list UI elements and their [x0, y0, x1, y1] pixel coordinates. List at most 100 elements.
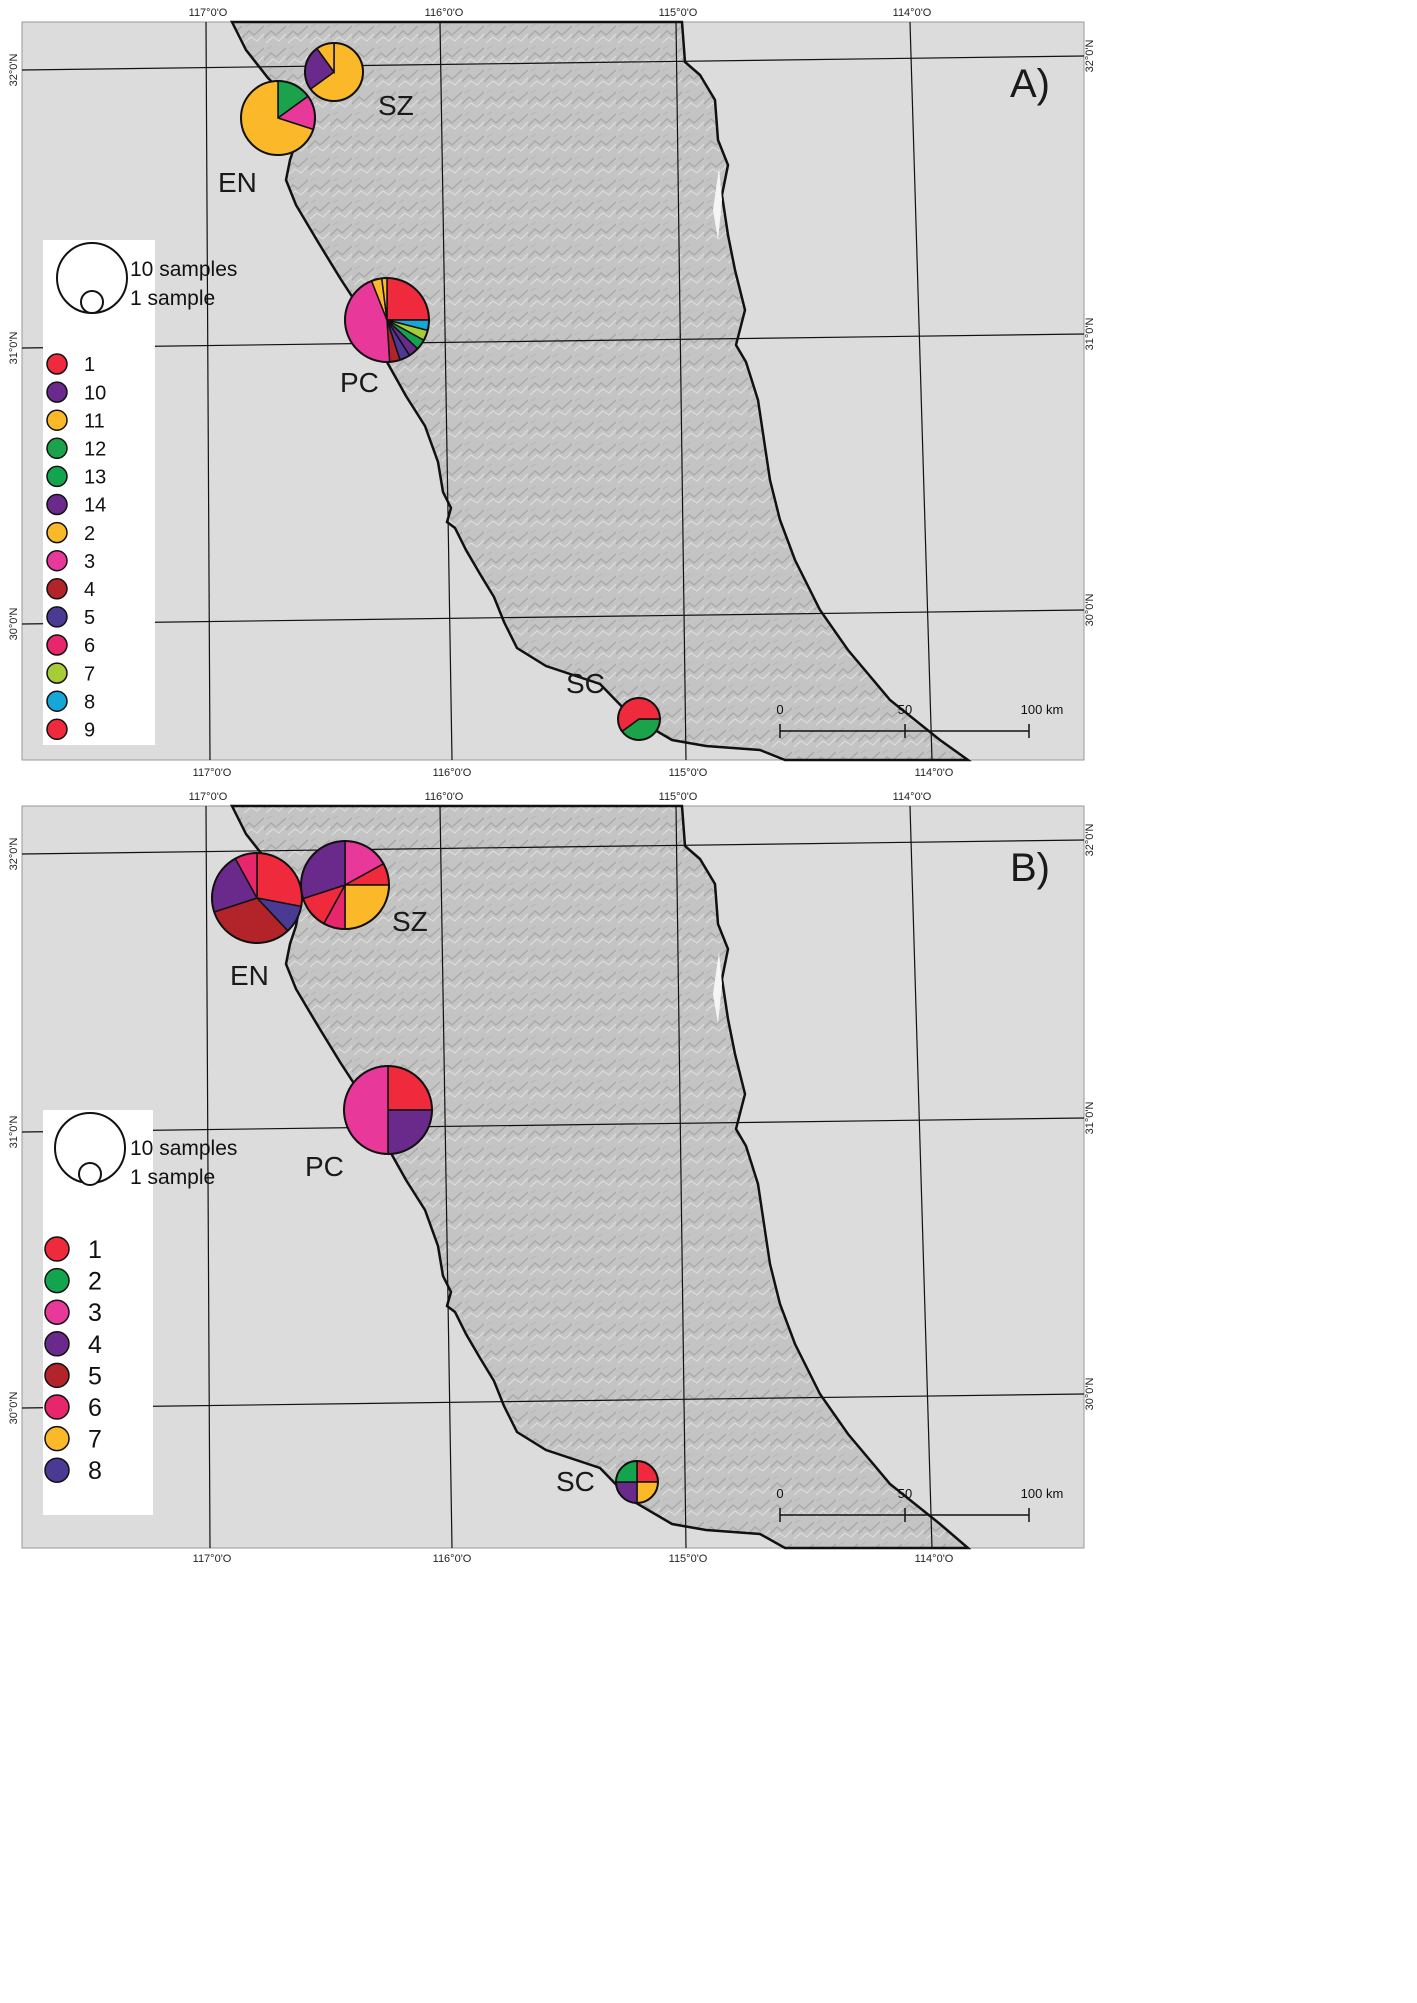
lon-label-top: 116°0'O	[425, 7, 464, 19]
legend-swatch-5	[46, 606, 68, 628]
lon-label-top: 115°0'O	[659, 7, 698, 19]
legend-label-3: 3	[84, 551, 95, 573]
island-sliver	[713, 168, 722, 240]
legend-swatch-13	[46, 465, 68, 488]
legend-swatch-4	[46, 578, 68, 600]
site-label-sc: SC	[566, 668, 605, 699]
legend-label-8: 8	[84, 691, 95, 713]
legend-swatch-9	[46, 718, 68, 741]
pie-charts	[240, 42, 661, 741]
legend-label-4: 4	[84, 579, 95, 601]
legend-swatch-2	[44, 1267, 70, 1294]
lon-label-top: 114°0'O	[893, 7, 932, 19]
panel-b: 117°0'O 116°0'O 115°0'O 114°0'O 117°0'O …	[8, 791, 1096, 1565]
lat-label-left: 30°0'N	[8, 1392, 20, 1425]
panel-label: A)	[1010, 62, 1050, 106]
legend-label-12: 12	[84, 439, 106, 461]
lat-label-right: 30°0'N	[1084, 594, 1096, 627]
legend-swatch-2	[46, 521, 68, 544]
lon-label-bottom: 114°0'O	[915, 1553, 954, 1565]
legend-label-7: 7	[88, 1426, 102, 1454]
legend-label-7: 7	[84, 663, 95, 685]
legend-label-2: 2	[88, 1268, 102, 1296]
lon-label-bottom: 114°0'O	[915, 767, 954, 779]
legend-swatch-1	[44, 1236, 70, 1262]
legend-label-1: 1	[88, 1236, 102, 1264]
legend-swatch-11	[46, 409, 68, 431]
lat-label-right: 31°0'N	[1084, 1102, 1096, 1135]
haplotype-legend: 1 2 3 4 5 6 7 8	[44, 1236, 102, 1485]
pie-outline-pc	[343, 1065, 433, 1155]
scale-label: 100 km	[1021, 702, 1064, 717]
legend-swatch-6	[44, 1394, 70, 1420]
legend-swatch-14	[46, 493, 68, 516]
site-label-sz: SZ	[378, 90, 414, 121]
legend-swatch-1	[46, 353, 68, 375]
graticule	[21, 21, 1085, 761]
lat-label-left: 31°0'N	[8, 1116, 20, 1149]
pie-outline-en	[240, 80, 316, 156]
legend-swatch-12	[46, 437, 68, 460]
size-legend-small-circle	[78, 1162, 102, 1186]
lat-label-left: 32°0'N	[8, 54, 20, 87]
legend-swatch-8	[46, 690, 68, 712]
legend-swatch-7	[46, 662, 68, 684]
legend-label-2: 2	[84, 523, 95, 545]
legend-swatch-8	[44, 1457, 70, 1483]
legend-label-5: 5	[88, 1362, 102, 1390]
pie-outline-sc	[617, 697, 661, 741]
legend-label-10: 10	[84, 382, 106, 404]
scale-bar: 0 50 100 km	[776, 1486, 1063, 1522]
lat-label-right: 32°0'N	[1084, 824, 1096, 857]
legend-swatch-7	[44, 1425, 70, 1452]
scale-label: 0	[776, 1486, 783, 1501]
site-label-pc: PC	[305, 1151, 344, 1182]
lat-label-right: 31°0'N	[1084, 318, 1096, 351]
panel-label: B)	[1010, 846, 1050, 890]
lon-label-top: 114°0'O	[893, 791, 932, 803]
legend-label-6: 6	[88, 1394, 102, 1422]
lon-label-bottom: 117°0'O	[193, 767, 232, 779]
legend-label-1: 1	[84, 354, 95, 376]
site-label-pc: PC	[340, 367, 379, 398]
lon-label-top: 116°0'O	[425, 791, 464, 803]
site-label-sc: SC	[556, 1466, 595, 1497]
lon-label-top: 117°0'O	[189, 791, 228, 803]
island-sliver	[713, 952, 722, 1024]
scale-label: 50	[898, 1486, 912, 1501]
pie-outline-sz	[300, 840, 390, 930]
legend-label-4: 4	[88, 1331, 102, 1359]
lon-label-bottom: 115°0'O	[669, 767, 708, 779]
legend-swatch-3	[46, 549, 68, 572]
lat-label-left: 30°0'N	[8, 608, 20, 641]
lon-label-top: 117°0'O	[189, 7, 228, 19]
scale-label: 50	[898, 702, 912, 717]
lat-label-right: 32°0'N	[1084, 40, 1096, 73]
pie-outline-sz	[304, 42, 364, 102]
legend-label-5: 5	[84, 607, 95, 629]
pie-outline-pc	[344, 277, 430, 363]
legend-label-6: 6	[84, 635, 95, 657]
legend-swatch-6	[46, 634, 68, 656]
lat-label-left: 31°0'N	[8, 332, 20, 365]
scale-label: 0	[776, 702, 783, 717]
legend-label-8: 8	[88, 1457, 102, 1485]
pie-charts	[211, 840, 659, 1504]
lat-label-left: 32°0'N	[8, 838, 20, 871]
size-legend-large-label: 10 samples	[130, 1137, 237, 1160]
legend-swatch-10	[46, 381, 68, 403]
pie-outline-sc	[615, 1460, 659, 1504]
haplotype-legend: 1 10 11 12 13 14 2 3 4 5 6 7 8 9	[46, 353, 106, 742]
scale-bar: 0 50 100 km	[776, 702, 1063, 738]
site-label-sz: SZ	[392, 906, 428, 937]
lon-label-bottom: 115°0'O	[669, 1553, 708, 1565]
legend-swatch-3	[44, 1299, 70, 1325]
legend-label-9: 9	[84, 720, 95, 742]
scale-label: 100 km	[1021, 1486, 1064, 1501]
lat-label-right: 30°0'N	[1084, 1378, 1096, 1411]
size-legend-small-label: 1 sample	[130, 1166, 215, 1189]
size-legend-large-label: 10 samples	[130, 258, 237, 281]
lon-label-bottom: 116°0'O	[433, 1553, 472, 1565]
legend-swatch-4	[44, 1331, 70, 1357]
lon-label-bottom: 117°0'O	[193, 1553, 232, 1565]
